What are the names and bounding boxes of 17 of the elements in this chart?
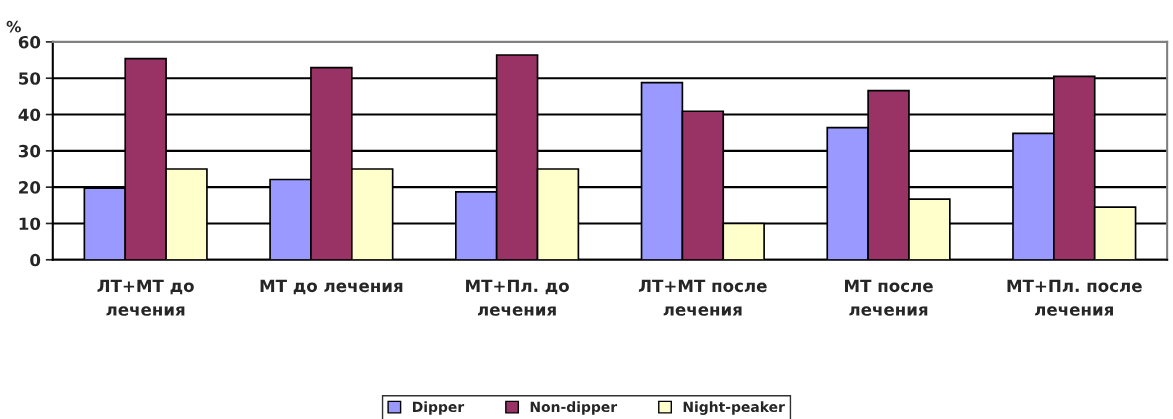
x-tick-label: МТ после лечения [845, 279, 933, 316]
y-axis-title: % [6, 20, 21, 33]
y-tick-label: 40 [18, 108, 41, 122]
x-tick-label: МТ+Пл. после лечения [1007, 279, 1142, 316]
y-tick-label: 10 [19, 217, 41, 231]
y-tick-label: 50 [19, 72, 41, 85]
legend-label: Non-dipper [530, 401, 618, 415]
y-tick-label: 30 [18, 144, 41, 158]
y-tick-label: 20 [19, 181, 41, 194]
y-tick-label: 0 [30, 253, 41, 267]
x-tick-label: ЛТ+МТ до лечения [97, 279, 194, 316]
legend-label: Night-peaker [683, 401, 785, 415]
y-tick-label: 60 [18, 35, 41, 49]
x-tick-label: МТ до лечения [260, 279, 403, 295]
legend-label: Dipper [413, 401, 465, 415]
x-tick-label: МТ+Пл. до лечения [466, 279, 569, 316]
x-tick-label: ЛТ+МТ после лечения [638, 279, 767, 316]
